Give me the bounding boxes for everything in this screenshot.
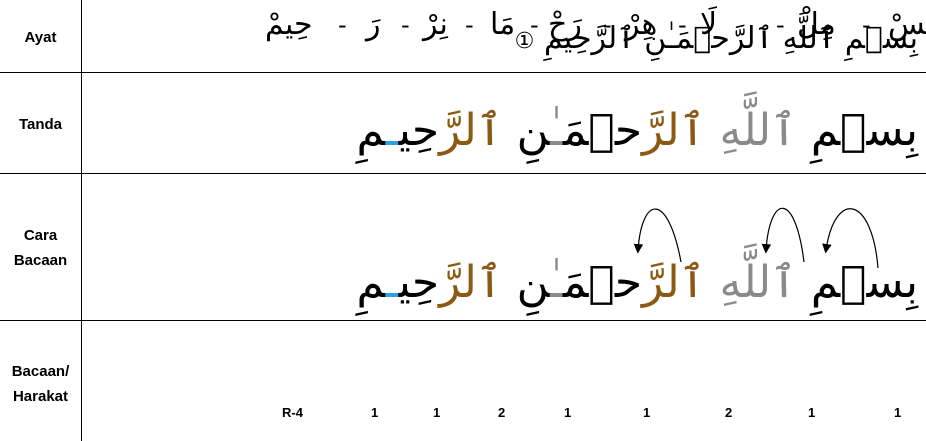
syllable-separator: - xyxy=(338,11,347,39)
column-divider xyxy=(81,0,82,441)
harakat-count-9: R-4 xyxy=(282,405,303,420)
cara-word-ar-rahim-end: مِ xyxy=(356,257,386,308)
syllable-separator: - xyxy=(401,11,410,39)
ayat-text: بِسۡمِ ٱللَّهِ ٱلرَّحۡمَـٰنِ ٱلرَّحِيمِ xyxy=(543,21,918,56)
syllable-separator: - xyxy=(678,11,687,39)
syllable-1: بِسْ xyxy=(888,7,926,42)
cara-word-allah: ٱللَّهِ xyxy=(719,257,797,308)
row-label-ayat: Ayat xyxy=(24,29,57,46)
ayah-end-icon: ① xyxy=(514,29,535,54)
cara-word-ar-rahim-start: ٱلرَّ xyxy=(439,257,503,308)
cara-word-ar-rahim-mad: ـ xyxy=(385,257,399,308)
syllable-4: هِرْ xyxy=(625,7,658,42)
tanda-word-ar-rahim-end: مِ xyxy=(356,105,386,156)
syllable-6: مَا xyxy=(490,7,516,42)
cara-word-ar-rahim-mid: حِي xyxy=(398,257,440,308)
row-divider xyxy=(0,173,926,174)
tanda-word-ar-rahim-mid: حِي xyxy=(398,105,440,156)
cara-bacaan-text: بِسۡمِ ٱللَّهِ ٱلرَّحۡمَـٰنِ ٱلرَّحِيـمِ xyxy=(356,248,918,318)
syllable-separator: - xyxy=(603,11,612,39)
cara-word-bismi: بِسۡمِ xyxy=(796,257,918,308)
syllable-2: مِلْ xyxy=(797,7,836,42)
cara-word-ar-rahman-mad: ـٰ xyxy=(550,257,563,308)
harakat-count-6: 2 xyxy=(498,405,506,420)
syllable-separator: - xyxy=(862,11,871,39)
row-label-bacaan: Bacaan xyxy=(13,252,68,269)
cara-word-ar-rahman-end: نِ xyxy=(502,257,551,308)
row-divider xyxy=(0,320,926,321)
ayat-text-line: بِسۡمِ ٱللَّهِ ٱلرَّحۡمَـٰنِ ٱلرَّحِيمِ … xyxy=(515,14,918,67)
tanda-word-ar-rahman-mad: ـٰ xyxy=(550,105,563,156)
cara-word-ar-rahman-mid: حۡمَ xyxy=(562,257,643,308)
row-divider xyxy=(0,72,926,73)
syllable-3: لَا xyxy=(700,7,718,42)
row-label-tanda: Tanda xyxy=(18,116,63,133)
syllable-separator: - xyxy=(776,11,785,39)
harakat-count-5: 1 xyxy=(564,405,572,420)
harakat-count-8: 1 xyxy=(371,405,379,420)
harakat-count-7: 1 xyxy=(433,405,441,420)
row-label-bacaan-slash: Bacaan/ xyxy=(11,363,70,380)
syllable-9: حِيمْ xyxy=(265,7,313,42)
tanda-word-bismi: بِسۡمِ xyxy=(796,105,918,156)
syllable-separator: - xyxy=(465,11,474,39)
tanda-word-ar-rahman-start: ٱلرَّ xyxy=(642,105,720,156)
cara-word-ar-rahman-start: ٱلرَّ xyxy=(642,257,720,308)
tanda-word-ar-rahman-end: نِ xyxy=(502,105,551,156)
syllable-5: رَحْ xyxy=(548,7,582,42)
harakat-count-3: 2 xyxy=(725,405,733,420)
row-label-cara: Cara xyxy=(23,227,58,244)
row-label-harakat: Harakat xyxy=(12,388,69,405)
harakat-count-4: 1 xyxy=(643,405,651,420)
tanda-text: بِسۡمِ ٱللَّهِ ٱلرَّحۡمَـٰنِ ٱلرَّحِيـمِ xyxy=(356,96,918,166)
tanda-word-allah: ٱللَّهِ xyxy=(719,105,797,156)
harakat-count-2: 1 xyxy=(808,405,816,420)
syllable-separator: - xyxy=(530,11,539,39)
tanda-word-ar-rahim-start: ٱلرَّ xyxy=(439,105,503,156)
syllable-8: رَ xyxy=(366,7,381,42)
tanda-word-ar-rahman-mid: حۡمَ xyxy=(562,105,643,156)
tanda-word-ar-rahim-mad: ـ xyxy=(385,105,399,156)
syllable-7: نِرْ xyxy=(423,7,448,42)
harakat-count-1: 1 xyxy=(894,405,902,420)
